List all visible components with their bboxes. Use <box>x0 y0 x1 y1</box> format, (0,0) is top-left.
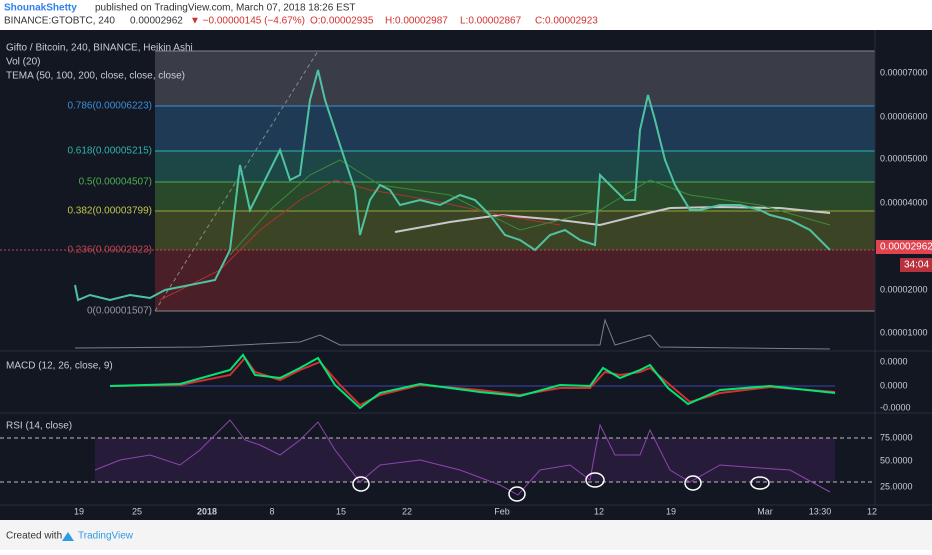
time-label: 12 <box>867 506 877 516</box>
legend-rsi: RSI (14, close) <box>6 421 72 432</box>
price-tag-bg <box>876 240 932 254</box>
tema-line <box>229 159 831 256</box>
footer-brand[interactable]: TradingView <box>78 531 134 542</box>
price-label: 0.00006000 <box>880 111 928 121</box>
price-label: 0.00004000 <box>880 197 928 207</box>
rsi-line <box>94 419 831 496</box>
macd-label: 0.0000 <box>880 380 908 390</box>
time-label: 2018 <box>197 506 217 516</box>
time-label: Feb <box>494 506 510 516</box>
time-label: 19 <box>666 506 676 516</box>
circle <box>684 475 702 491</box>
change: ▼ −0.00000145 (−4.67%) <box>190 16 305 27</box>
low: L:0.00002867 <box>460 16 522 27</box>
time-axis: 19 25 2018 8 15 22 Feb 12 19 Mar 13:30 1… <box>74 506 877 516</box>
countdown-bg <box>900 258 932 272</box>
symbol: BINANCE:GTOBTC, 240 <box>4 16 115 27</box>
price-label: 0.00005000 <box>880 153 928 163</box>
zone <box>155 151 875 182</box>
countdown: 34:04 <box>904 260 929 271</box>
time-label: 13:30 <box>809 506 832 516</box>
fib-label: 0.382(0.00003799) <box>67 206 152 217</box>
author[interactable]: ShounakShetty <box>4 3 77 14</box>
macd-line <box>109 353 836 410</box>
logo <box>62 532 74 541</box>
legend-volume: Vol (20) <box>6 57 40 68</box>
high: H:0.00002987 <box>385 16 448 27</box>
legend-macd: MACD (12, 26, close, 9) <box>6 361 113 372</box>
rsi-label: 25.0000 <box>880 481 913 491</box>
rsi-label: 50.0000 <box>880 455 913 465</box>
open: O:0.00002935 <box>310 16 374 27</box>
zone <box>155 106 875 151</box>
circle <box>508 486 526 502</box>
fib-label: 0.786(0.00006223) <box>67 101 152 112</box>
footer-created: Created with <box>6 531 62 542</box>
zone <box>155 51 875 106</box>
circle <box>585 472 605 488</box>
price-label: 0.00007000 <box>880 67 928 77</box>
time-label: 12 <box>594 506 604 516</box>
volume <box>74 318 831 350</box>
fib-label: 0(0.00001507) <box>87 306 152 317</box>
legend-tema: TEMA (50, 100, 200, close, close, close) <box>6 71 185 82</box>
trend-line <box>154 50 319 312</box>
macd-label: 0.0000 <box>880 356 908 366</box>
time-label: 15 <box>336 506 346 516</box>
circle <box>750 476 770 490</box>
zone <box>155 250 875 311</box>
price-candles <box>74 69 831 302</box>
time-label: 22 <box>402 506 412 516</box>
tema-line <box>159 179 561 301</box>
last-price: 0.00002962 <box>130 16 183 27</box>
macd-signal <box>109 356 836 407</box>
fib-label: 0.618(0.00005215) <box>67 146 152 157</box>
time-label: 19 <box>74 506 84 516</box>
circle <box>352 476 370 492</box>
time-label: Mar <box>757 506 773 516</box>
fib-label: 0.236(0.00002923) <box>67 245 152 256</box>
fib-zones <box>0 50 875 312</box>
price-label: 0.00002000 <box>880 284 928 294</box>
footer-bg <box>0 520 932 550</box>
annotations <box>352 472 770 502</box>
published: published on TradingView.com, March 07, … <box>95 3 356 14</box>
close: C:0.00002923 <box>535 16 598 27</box>
price-label: 0.00001000 <box>880 327 928 337</box>
time-label: 25 <box>132 506 142 516</box>
legend-main: Gifto / Bitcoin, 240, BINANCE, Heikin As… <box>6 43 193 54</box>
macd-label: -0.0000 <box>880 402 911 412</box>
rsi-band <box>95 438 835 482</box>
fib-label: 0.5(0.00004507) <box>79 177 152 188</box>
header-bg <box>0 0 932 30</box>
rsi-label: 75.0000 <box>880 432 913 442</box>
time-label: 8 <box>269 506 274 516</box>
price-tag: 0.00002962 <box>880 242 932 253</box>
